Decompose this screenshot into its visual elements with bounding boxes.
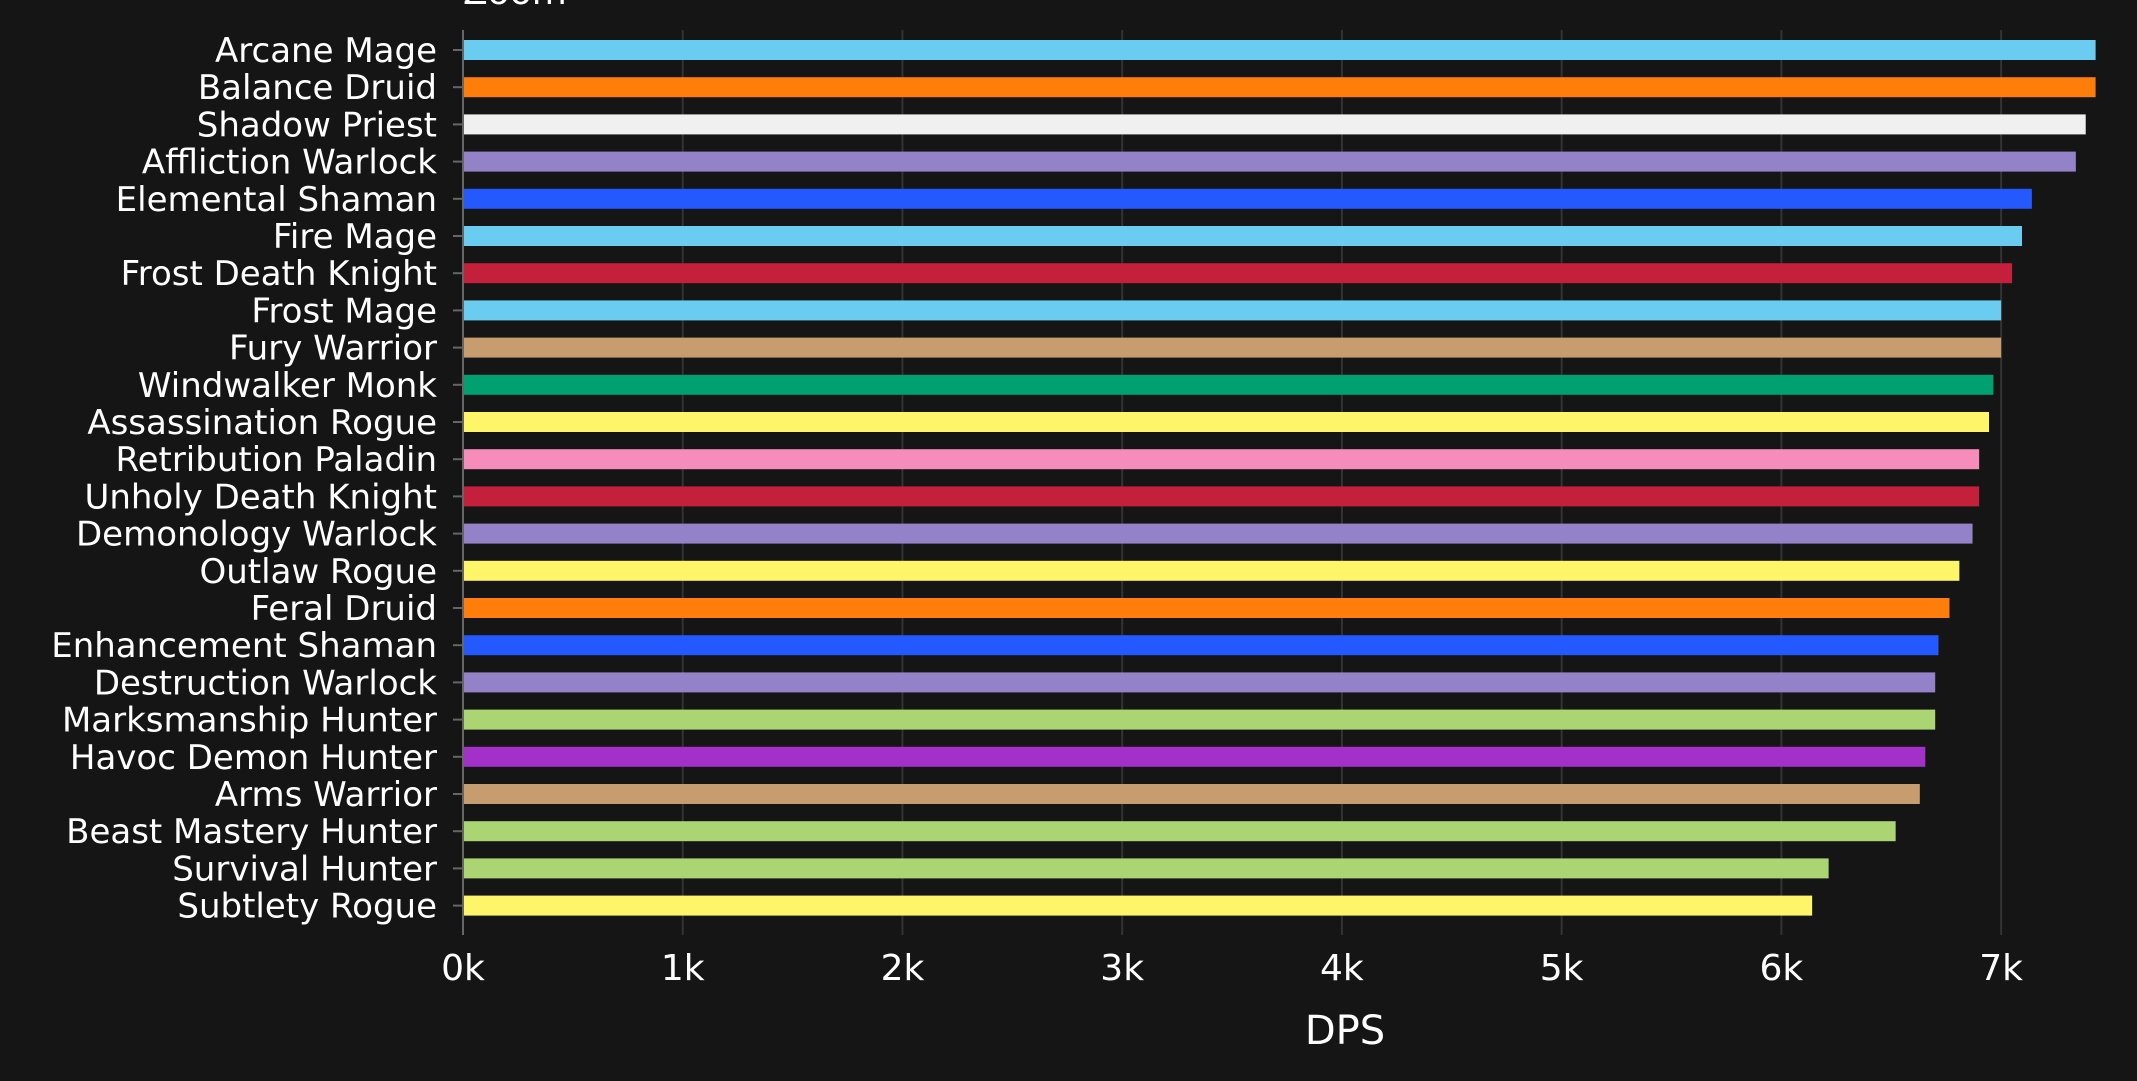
category-label: Frost Death Knight	[121, 254, 437, 294]
bar[interactable]	[463, 337, 2002, 358]
category-label: Windwalker Monk	[138, 366, 437, 406]
category-label: Unholy Death Knight	[84, 477, 437, 517]
x-tick-label: 5k	[1540, 948, 1584, 989]
bar[interactable]	[463, 226, 2022, 246]
axes: 0k 1k 2k 3k 4k 5k 6k 7k	[441, 30, 2023, 989]
category-label: Arcane Mage	[215, 31, 437, 71]
x-tick-label: 4k	[1320, 948, 1364, 989]
category-label: Survival Hunter	[172, 849, 437, 889]
bar[interactable]	[463, 449, 1980, 470]
bar[interactable]	[463, 412, 1990, 432]
category-label: Havoc Demon Hunter	[70, 738, 437, 778]
x-axis-title: DPS	[1305, 1008, 1385, 1054]
bar[interactable]	[463, 598, 1950, 618]
category-label: Elemental Shaman	[116, 180, 437, 220]
bar[interactable]	[463, 858, 1829, 879]
bar[interactable]	[463, 635, 1939, 656]
x-tick-label: 6k	[1760, 948, 1804, 989]
category-label: Demonology Warlock	[76, 515, 437, 555]
category-label: Fire Mage	[273, 217, 437, 257]
bar-series	[463, 40, 2096, 916]
category-label: Marksmanship Hunter	[62, 701, 437, 741]
category-label: Affliction Warlock	[142, 143, 437, 183]
bar[interactable]	[463, 709, 1936, 730]
bar[interactable]	[463, 300, 2002, 321]
category-label: Retribution Paladin	[115, 440, 437, 480]
bar[interactable]	[463, 486, 1980, 507]
category-label: Fury Warrior	[229, 329, 437, 369]
category-label: Shadow Priest	[197, 105, 437, 145]
x-tick-label: 0k	[441, 948, 485, 989]
category-label: Frost Mage	[251, 291, 437, 331]
bar[interactable]	[463, 151, 2076, 172]
category-label: Subtlety Rogue	[177, 887, 437, 927]
bar[interactable]	[463, 821, 1896, 842]
bar[interactable]	[463, 895, 1813, 916]
category-label: Beast Mastery Hunter	[66, 812, 437, 852]
x-tick-label: 7k	[1979, 948, 2023, 989]
bar[interactable]	[463, 374, 1994, 395]
x-tick-label: 3k	[1100, 948, 1144, 989]
bar[interactable]	[463, 672, 1936, 693]
bar[interactable]	[463, 188, 2032, 209]
category-label: Balance Druid	[198, 68, 437, 108]
category-label: Assassination Rogue	[87, 403, 437, 443]
bar[interactable]	[463, 784, 1920, 804]
bar[interactable]	[463, 746, 1926, 767]
bar[interactable]	[463, 114, 2086, 135]
category-label: Enhancement Shaman	[51, 626, 437, 666]
bar[interactable]	[463, 523, 1973, 544]
category-label: Feral Druid	[251, 589, 437, 629]
bar[interactable]	[463, 263, 2013, 284]
x-tick-label: 2k	[881, 948, 925, 989]
category-label: Arms Warrior	[215, 775, 437, 815]
zoom-button[interactable]: Zoom	[463, 0, 567, 13]
bar[interactable]	[463, 560, 1960, 581]
bar[interactable]	[463, 40, 2096, 60]
category-label: Outlaw Rogue	[200, 552, 438, 592]
x-tick-label: 1k	[661, 948, 705, 989]
bar[interactable]	[463, 77, 2096, 98]
category-label: Destruction Warlock	[94, 663, 437, 703]
